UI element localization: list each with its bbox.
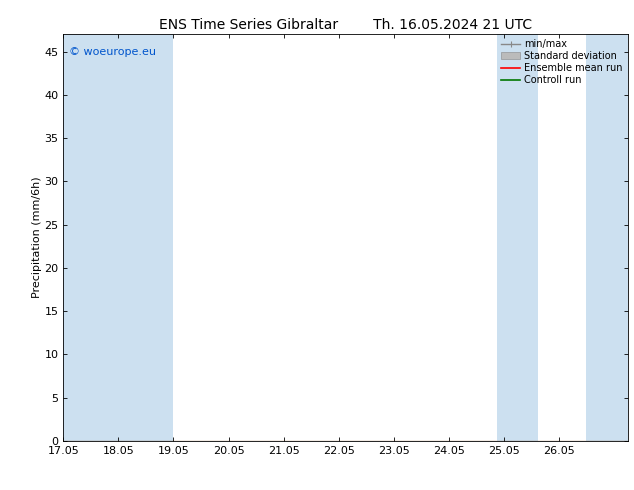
Bar <box>497 34 538 441</box>
Title: ENS Time Series Gibraltar        Th. 16.05.2024 21 UTC: ENS Time Series Gibraltar Th. 16.05.2024… <box>159 18 532 32</box>
Legend: min/max, Standard deviation, Ensemble mean run, Controll run: min/max, Standard deviation, Ensemble me… <box>499 37 624 87</box>
Bar <box>119 34 174 441</box>
Text: © woeurope.eu: © woeurope.eu <box>69 47 156 56</box>
Bar <box>63 34 119 441</box>
Bar <box>586 34 628 441</box>
Y-axis label: Precipitation (mm/6h): Precipitation (mm/6h) <box>32 177 42 298</box>
